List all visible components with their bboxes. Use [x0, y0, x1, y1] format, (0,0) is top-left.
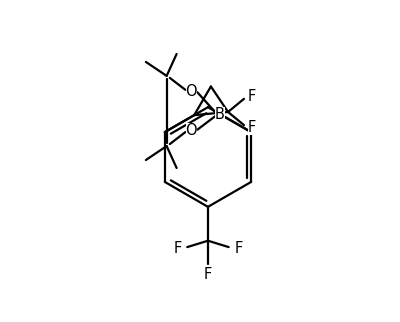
Text: F: F: [248, 89, 256, 104]
Text: F: F: [248, 119, 256, 135]
Text: F: F: [173, 241, 182, 256]
Text: F: F: [234, 241, 243, 256]
Text: F: F: [204, 267, 212, 282]
Text: O: O: [186, 123, 197, 138]
Text: O: O: [186, 83, 197, 99]
Text: B: B: [215, 107, 225, 122]
